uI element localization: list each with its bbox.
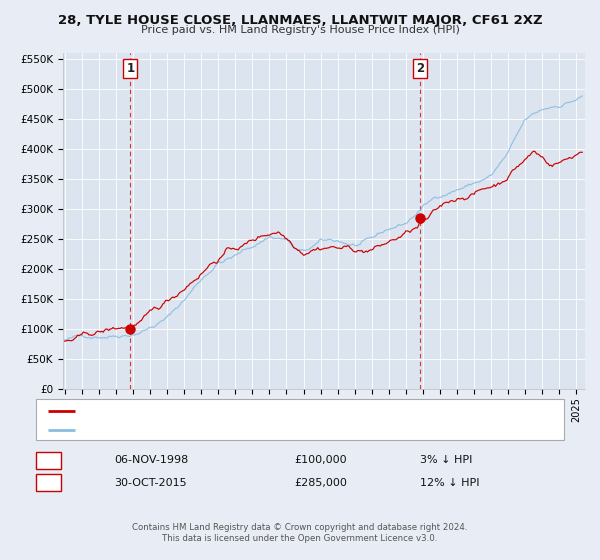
Text: 28, TYLE HOUSE CLOSE, LLANMAES, LLANTWIT MAJOR, CF61 2XZ (detached house): 28, TYLE HOUSE CLOSE, LLANMAES, LLANTWIT… bbox=[81, 405, 514, 416]
Text: 28, TYLE HOUSE CLOSE, LLANMAES, LLANTWIT MAJOR, CF61 2XZ: 28, TYLE HOUSE CLOSE, LLANMAES, LLANTWIT… bbox=[58, 14, 542, 27]
Text: 2: 2 bbox=[44, 476, 53, 489]
Text: £285,000: £285,000 bbox=[294, 478, 347, 488]
Text: HPI: Average price, detached house, Vale of Glamorgan: HPI: Average price, detached house, Vale… bbox=[81, 424, 371, 435]
Text: 12% ↓ HPI: 12% ↓ HPI bbox=[420, 478, 479, 488]
Text: 2: 2 bbox=[416, 62, 424, 74]
Text: 3% ↓ HPI: 3% ↓ HPI bbox=[420, 455, 472, 465]
Text: 30-OCT-2015: 30-OCT-2015 bbox=[114, 478, 187, 488]
Text: Contains HM Land Registry data © Crown copyright and database right 2024.: Contains HM Land Registry data © Crown c… bbox=[132, 523, 468, 532]
Text: £100,000: £100,000 bbox=[294, 455, 347, 465]
Text: 1: 1 bbox=[127, 62, 134, 74]
Text: Price paid vs. HM Land Registry's House Price Index (HPI): Price paid vs. HM Land Registry's House … bbox=[140, 25, 460, 35]
Text: 1: 1 bbox=[44, 454, 53, 467]
Text: 06-NOV-1998: 06-NOV-1998 bbox=[114, 455, 188, 465]
Text: This data is licensed under the Open Government Licence v3.0.: This data is licensed under the Open Gov… bbox=[163, 534, 437, 543]
